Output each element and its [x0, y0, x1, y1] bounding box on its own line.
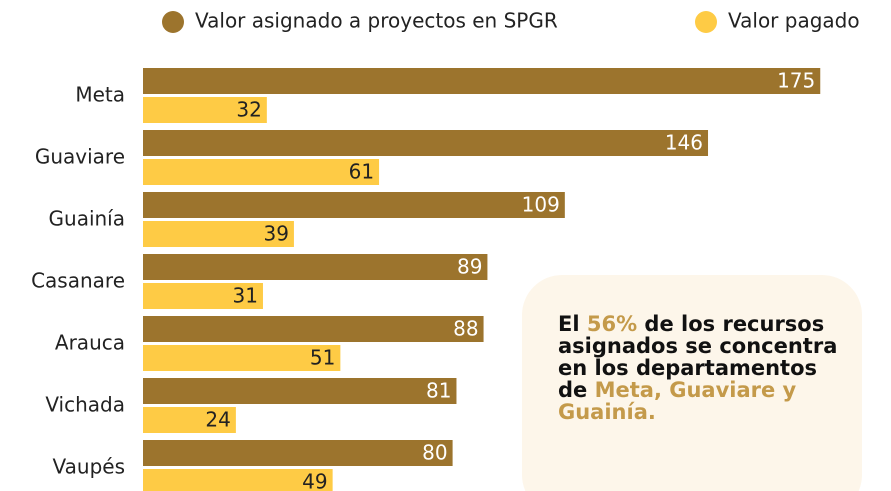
- bar: [143, 407, 236, 433]
- bar: [143, 440, 453, 466]
- bar: [143, 159, 380, 185]
- legend-swatch: [695, 11, 717, 33]
- bar: [143, 221, 294, 247]
- value-label: 80: [422, 441, 447, 465]
- value-label: 88: [453, 317, 478, 341]
- annotation-text: El: [558, 312, 587, 336]
- value-label: 81: [426, 379, 451, 403]
- bar: [143, 68, 821, 94]
- value-label: 31: [233, 284, 258, 308]
- category-label: Guaviare: [35, 145, 125, 169]
- value-label: 146: [665, 131, 703, 155]
- value-label: 51: [310, 346, 335, 370]
- bar: [143, 283, 263, 309]
- value-label: 39: [263, 222, 288, 246]
- annotation-text: 56%: [586, 312, 638, 336]
- annotation-text: de los recursos asignados se concentra e…: [558, 312, 838, 402]
- value-label: 89: [457, 255, 482, 279]
- bar: [143, 345, 341, 371]
- category-label: Arauca: [55, 331, 125, 355]
- bar: [143, 192, 565, 218]
- bar: [143, 316, 484, 342]
- annotation: El 56% de los recursos asignados se conc…: [558, 313, 848, 423]
- category-label: Casanare: [31, 269, 125, 293]
- value-label: 109: [522, 193, 560, 217]
- bar: [143, 97, 267, 123]
- category-label: Meta: [75, 83, 125, 107]
- category-label: Vaupés: [53, 455, 125, 479]
- annotation-text: Meta, Guaviare y Guainía.: [558, 378, 797, 424]
- legend-swatch: [162, 11, 184, 33]
- category-label: Guainía: [49, 207, 125, 231]
- value-label: 32: [236, 98, 261, 122]
- annotation-box: [522, 275, 862, 491]
- bar: [143, 378, 457, 404]
- value-label: 24: [205, 408, 230, 432]
- value-label: 175: [777, 69, 815, 93]
- bar: [143, 469, 333, 491]
- bar: [143, 254, 488, 280]
- legend-label: Valor asignado a proyectos en SPGR: [195, 9, 558, 33]
- value-label: 61: [349, 160, 374, 184]
- legend-label: Valor pagado: [728, 9, 860, 33]
- bar: [143, 130, 709, 156]
- category-label: Vichada: [45, 393, 125, 417]
- value-label: 49: [302, 470, 327, 491]
